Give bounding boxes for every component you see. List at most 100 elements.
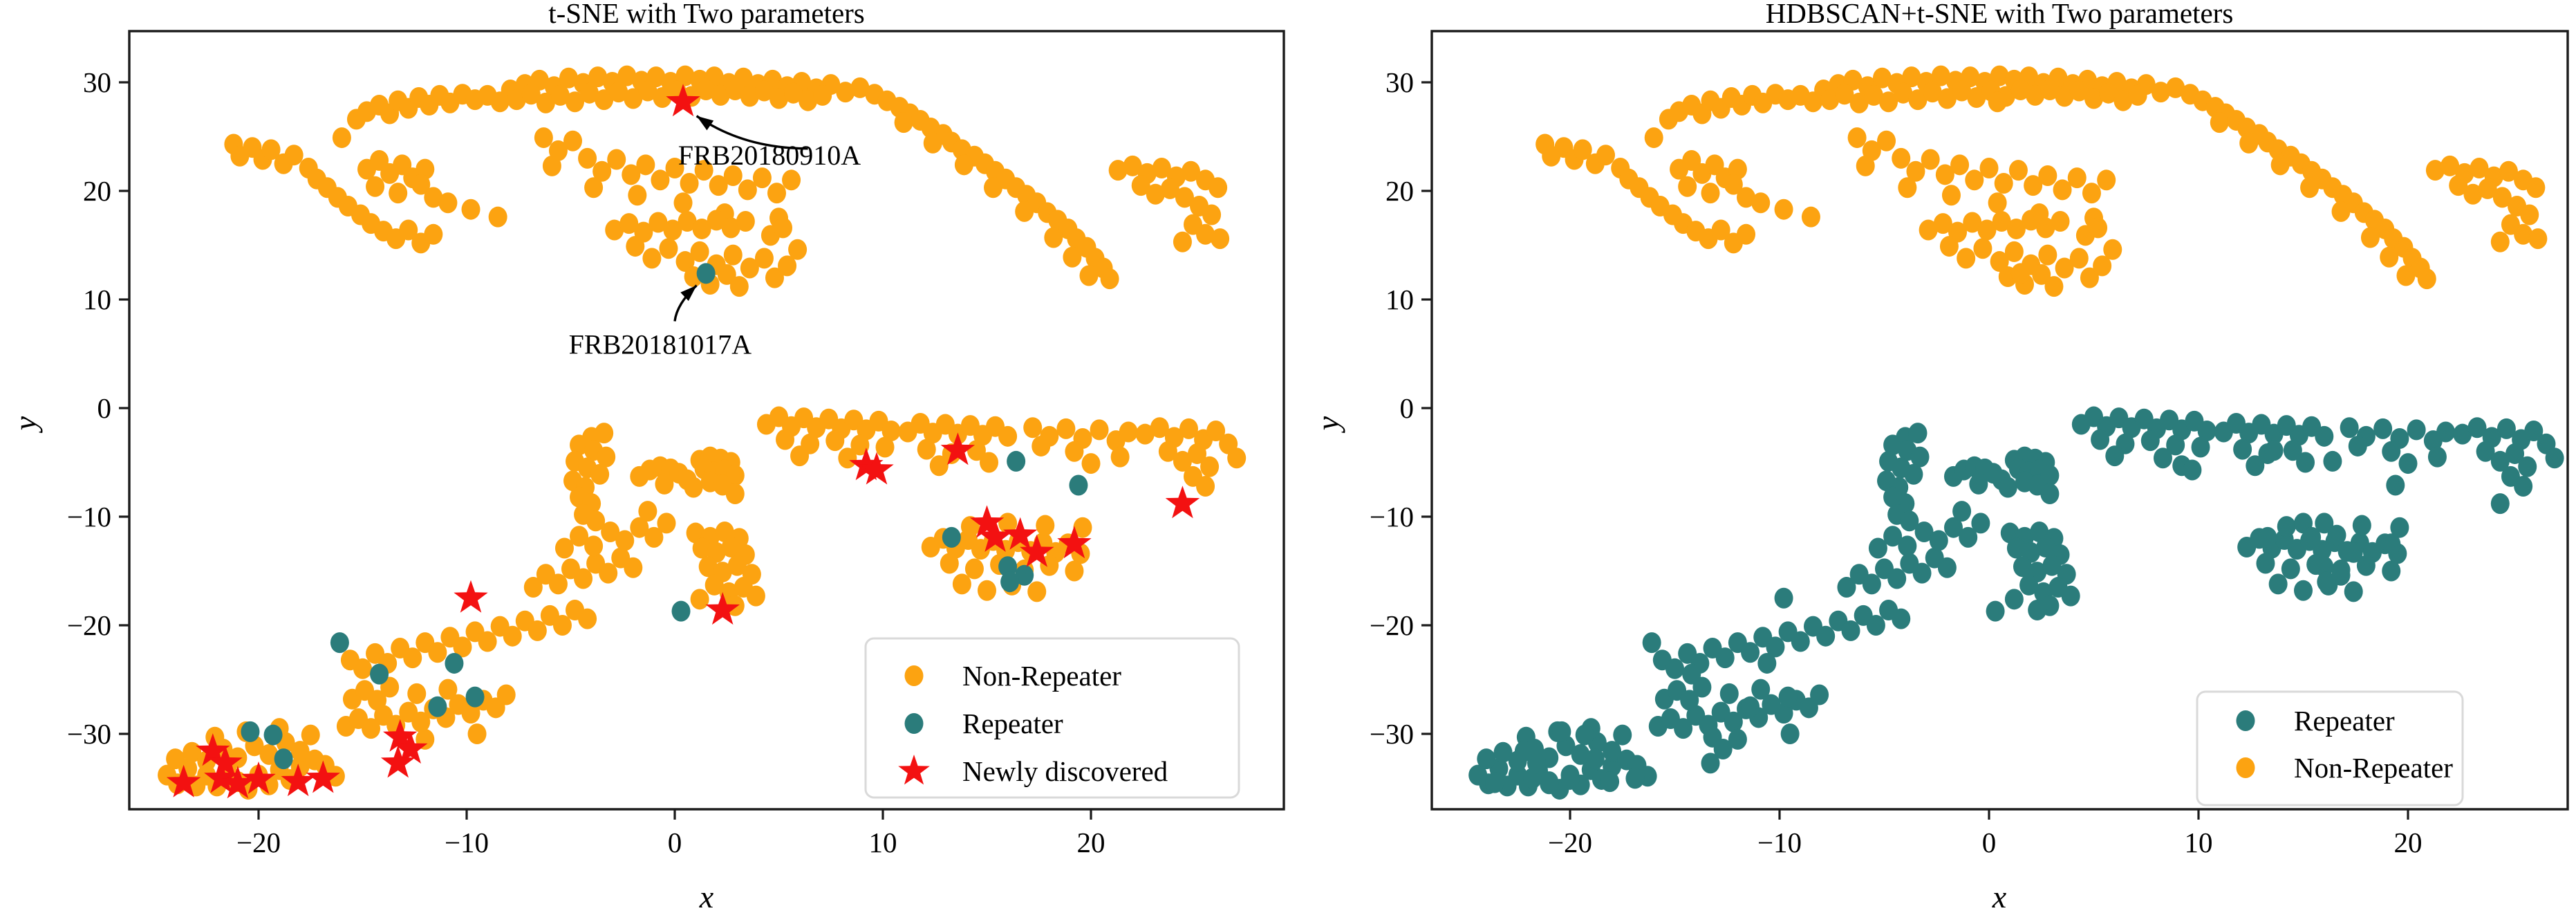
scatter-point [601,521,620,542]
scatter-point [923,132,942,154]
scatter-point [690,241,709,262]
plots-dynamic-content: −20 −10 0 10 20 30 20 10 0 −10 −20 −30 −20 −10 0 10 20 30… [67,30,2569,858]
right-y-tick-label: −30 [1370,718,1414,750]
scatter-point [1957,248,1976,269]
scatter-point [1883,434,1903,456]
scatter-point [2210,112,2229,133]
scatter-point [362,718,381,739]
scatter-point [241,721,260,742]
scatter-point [1988,91,2007,113]
scatter-point [1552,721,1571,742]
scatter-point [2099,82,2118,104]
scatter-point [389,183,408,204]
scatter-point [548,573,568,595]
scatter-point [626,236,645,257]
scatter-point [1998,477,2017,498]
scatter-point [698,556,718,578]
scatter-point [940,553,959,574]
scatter-point [2425,160,2445,181]
scatter-point [1816,625,1836,647]
scatter-point [630,517,649,538]
scatter-point [595,423,614,444]
scatter-point [453,636,472,658]
scatter-point [301,724,320,746]
scatter-point [1007,450,1026,472]
scatter-point [461,703,480,724]
scatter-point [1906,160,1925,182]
scatter-point [964,558,984,580]
scatter-point [624,88,643,109]
scatter-point [1950,154,1970,176]
scatter-point [1188,443,1207,464]
scatter-point [542,155,561,176]
scatter-point [465,686,485,708]
right-y-tick-label: −10 [1370,501,1414,533]
scatter-point [2080,267,2099,288]
scatter-point [438,679,458,700]
scatter-point [2010,263,2030,284]
scatter-point [1682,663,1701,685]
scatter-point [2044,276,2064,297]
scatter-point [2004,241,2024,262]
scatter-point [673,192,693,214]
scatter-point [592,160,612,182]
scatter-point [2331,201,2351,222]
right-y-tick-label: 10 [1385,284,1414,315]
scatter-point [2360,227,2380,248]
scatter-point [2061,585,2080,607]
scatter-point [399,219,418,241]
scatter-point [2453,423,2472,445]
right-x-tick-label: 20 [2394,827,2423,858]
scatter-point [692,218,711,239]
scatter-point [1514,741,1533,762]
star-marker [454,580,488,613]
scatter-point [584,535,604,557]
scatter-point [2398,453,2418,474]
scatter-point [2520,204,2539,225]
scatter-point [428,642,447,663]
scatter-point [642,248,662,269]
scatter-point [2051,210,2070,232]
scatter-point [2055,86,2074,107]
scatter-point [609,82,628,103]
scatter-point [2103,239,2122,260]
scatter-point [607,149,626,170]
scatter-point [284,145,304,166]
scatter-point [2348,435,2367,457]
scatter-point [2327,524,2346,546]
scatter-point [2315,556,2334,578]
scatter-point [590,463,610,485]
scatter-point [2323,450,2342,472]
scatter-point [1000,571,1020,593]
scatter-point [2467,417,2487,439]
scatter-point [584,177,604,199]
scatter-point [2197,420,2216,441]
scatter-point [813,84,832,106]
scatter-point [330,632,349,654]
star-marker [221,766,255,799]
scatter-point [2277,516,2296,537]
scatter-point [694,160,713,181]
scatter-point [2300,177,2320,199]
scatter-point [942,526,961,548]
scatter-point [1175,187,1194,208]
scatter-point [2166,77,2185,98]
scatter-point [2390,517,2409,538]
scatter-point [1015,564,1034,586]
scatter-point [1073,517,1092,538]
left-x-tick-label: 10 [869,827,897,858]
scatter-point [2514,476,2533,497]
scatter-point [521,84,541,105]
scatter-point [2093,255,2112,277]
scatter-point [1919,219,1938,241]
scatter-point [1862,573,1881,595]
legend-marker-star [898,755,930,785]
scatter-point [1990,65,2009,86]
scatter-point [2067,167,2087,189]
scatter-point [2128,84,2147,106]
left-plot-frame [128,30,1285,811]
star-marker [1020,534,1054,567]
scatter-point [488,206,507,228]
scatter-point [2006,218,2026,239]
